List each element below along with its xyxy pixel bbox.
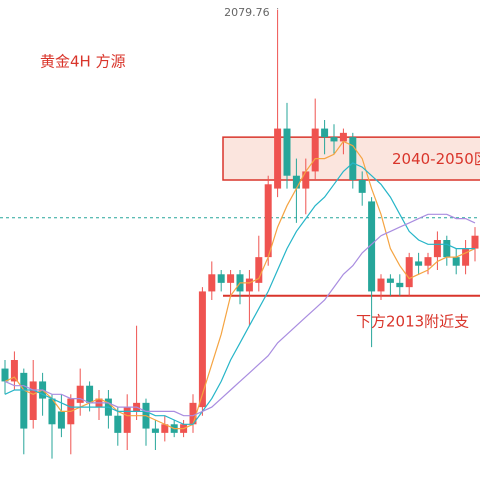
moving-average [4,140,476,430]
candle-body [358,180,366,193]
support-label: 下方2013附近支 [356,313,469,331]
candle-body [48,398,56,425]
candle-body [217,274,225,283]
candle-body [1,368,9,382]
zone-label: 2040-2050区 [392,150,480,168]
candle-body [10,360,18,382]
candle-body [114,415,122,433]
candle-body [368,201,376,292]
candle-body [264,184,272,258]
candle-body [20,372,28,429]
candle-body [274,128,282,189]
candle-body [452,257,460,266]
candle-body [415,261,423,266]
candle-body [349,137,357,180]
candle-body [255,257,263,283]
moving-average [4,162,475,425]
candle-body [292,175,300,189]
candle-body [424,257,432,266]
candle-body [339,132,347,142]
candle-body [330,137,338,142]
chart-title: 黄金4H 方源 [40,53,126,71]
candle-body [283,128,291,176]
candle-body [311,128,319,172]
candle-body [396,282,404,288]
candle-body [443,240,451,258]
candle-body [245,278,253,292]
candle-body [433,240,441,258]
candle-body [208,274,216,292]
max-label: 2079.76 [224,6,270,19]
candle-body [29,381,37,420]
candle-body [123,407,131,433]
candle-body [321,128,329,138]
candle-body [198,291,206,408]
candle-body [377,278,385,292]
candle-body [386,278,394,283]
candle-body [405,257,413,288]
candle-body [471,235,479,249]
candle-body [57,411,65,429]
candle-body [161,424,169,433]
candle-body [151,428,159,433]
moving-average [4,213,476,417]
candle-body [302,171,310,189]
candle-body [227,274,235,283]
candle-body [76,385,84,403]
candle-body [462,248,470,266]
candle-body [189,402,197,425]
candle-body [86,385,94,403]
